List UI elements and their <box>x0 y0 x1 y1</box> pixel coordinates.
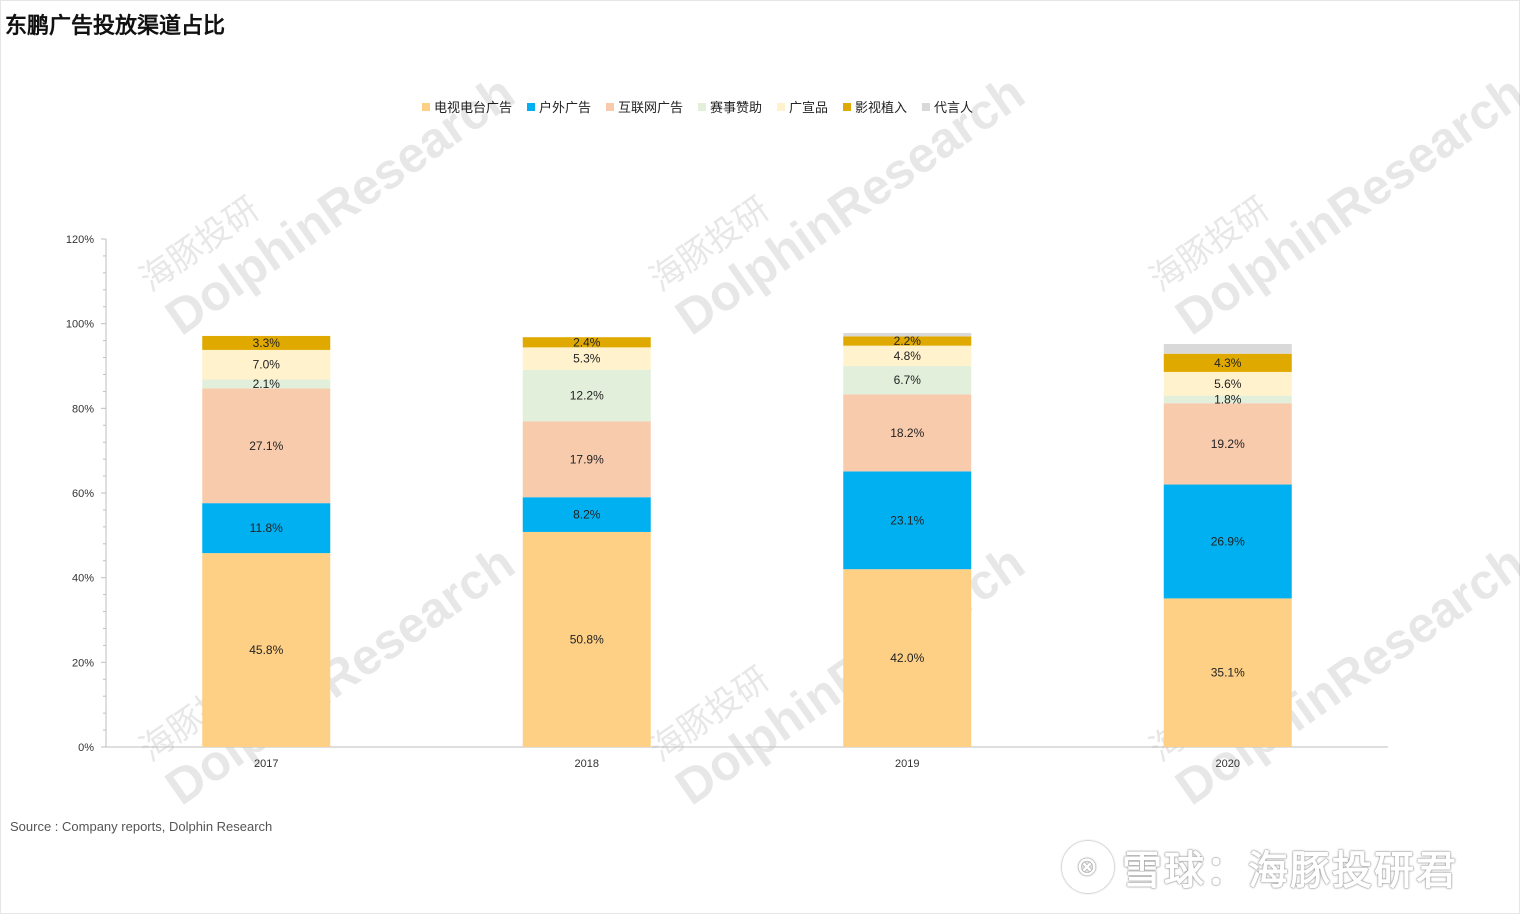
legend-label: 户外广告 <box>538 101 591 116</box>
legend-swatch <box>922 102 931 111</box>
legend-item: 互联网广告 <box>605 97 683 116</box>
legend-item: 影视植入 <box>843 97 907 116</box>
chart-legend: 电视电台广告 户外广告 互联网广告 赛事赞助 广宣品 影视植入 代言人 <box>0 97 1395 116</box>
legend-label: 影视植入 <box>855 101 908 116</box>
legend-item: 广宣品 <box>777 97 828 116</box>
snowball-logo-icon: ⊗ <box>1062 841 1114 893</box>
legend-item: 户外广告 <box>526 97 591 116</box>
brand-text: 雪球：海豚投研君 <box>1122 848 1458 894</box>
legend-swatch <box>421 102 430 111</box>
legend-item: 赛事赞助 <box>697 97 762 116</box>
legend-label: 赛事赞助 <box>709 101 762 116</box>
legend-swatch <box>526 102 535 111</box>
legend-label: 互联网广告 <box>617 101 683 116</box>
legend-swatch <box>605 102 614 111</box>
legend-label: 代言人 <box>934 101 974 116</box>
legend-swatch <box>843 102 852 111</box>
chart-title: 东鹏广告投放渠道占比 <box>5 14 226 39</box>
brand-signature: ⊗ 雪球：海豚投研君 <box>1062 838 1458 896</box>
legend-item: 代言人 <box>922 97 973 116</box>
legend-label: 广宣品 <box>789 101 829 116</box>
legend-swatch <box>777 102 785 111</box>
legend-swatch <box>697 102 706 111</box>
legend-item: 电视电台广告 <box>421 97 512 116</box>
source-note: Source : Company reports, Dolphin Resear… <box>10 819 273 834</box>
legend-label: 电视电台广告 <box>433 101 512 116</box>
